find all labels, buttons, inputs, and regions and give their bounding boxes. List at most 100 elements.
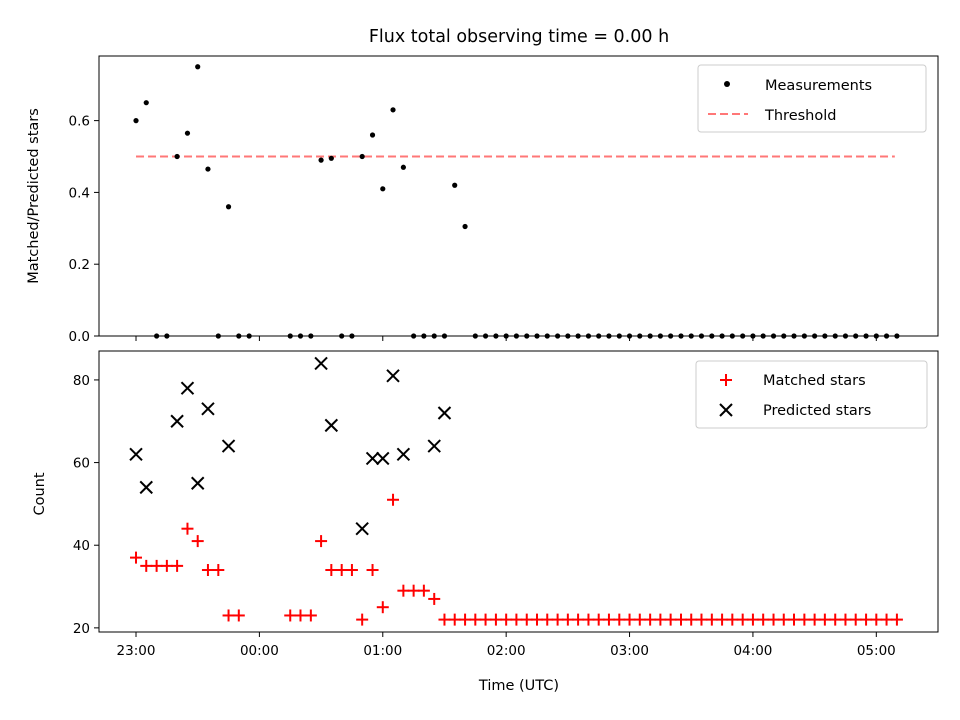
measurement-point: [493, 333, 499, 339]
bottom-legend-box: [695, 360, 928, 429]
matched-point: [191, 535, 204, 548]
matched-point: [808, 613, 821, 626]
top-legend: Measurements Threshold: [697, 64, 927, 133]
bottom-x-tick-label: 04:00: [733, 643, 772, 659]
bottom-legend: Matched stars Predicted stars: [695, 360, 928, 429]
matched-point: [376, 601, 389, 614]
measurement-point: [411, 333, 417, 339]
measurement-point: [328, 155, 334, 161]
top-y-ticks: 0.0 0.2 0.4 0.6: [69, 114, 99, 345]
matched-point: [294, 609, 307, 622]
measurement-point: [534, 333, 540, 339]
measurement-point: [555, 333, 561, 339]
measurement-point: [668, 333, 674, 339]
top-y-tick-label: 0.2: [69, 257, 90, 273]
measurement-point: [205, 166, 211, 172]
matched-point: [551, 613, 564, 626]
measurement-point: [225, 204, 232, 210]
measurement-point: [698, 333, 705, 339]
measurement-point: [195, 64, 201, 70]
matched-point: [746, 613, 759, 626]
predicted-point: [221, 439, 236, 453]
measurement-point: [863, 333, 869, 339]
measurement-point: [174, 153, 180, 160]
measurement-point: [596, 333, 602, 339]
matched-point: [222, 609, 235, 622]
bottom-x-tick-label: 02:00: [487, 643, 526, 659]
matched-point: [757, 613, 770, 626]
legend-measurements-marker: [724, 81, 730, 87]
matched-point: [500, 613, 513, 626]
matched-point: [777, 613, 790, 626]
bottom-x-tick-label: 23:00: [117, 643, 156, 659]
bottom-y-tick-label: 80: [73, 373, 90, 389]
measurement-point: [678, 333, 684, 339]
matched-point: [448, 613, 461, 626]
measurement-point: [215, 333, 221, 339]
measurement-point: [297, 333, 304, 339]
matched-point: [561, 613, 574, 626]
measurement-point: [236, 333, 242, 339]
measurement-point: [143, 100, 149, 106]
top-legend-box: [697, 64, 927, 133]
top-panel: 0.0 0.2 0.4 0.6 Matched/Predicted stars Mea…: [26, 55, 939, 345]
matched-point: [489, 613, 502, 626]
matched-point: [541, 613, 554, 626]
matched-point: [654, 613, 667, 626]
predicted-point: [427, 439, 441, 453]
matched-point: [664, 613, 677, 626]
matched-point: [212, 564, 225, 577]
matched-point: [633, 613, 646, 626]
measurement-point: [452, 182, 458, 188]
matched-point: [417, 584, 430, 597]
matched-point: [510, 613, 523, 626]
matched-point: [232, 609, 245, 622]
predicted-point: [386, 369, 400, 383]
predicted-point: [437, 406, 452, 420]
matched-point: [345, 564, 358, 577]
matched-point: [644, 613, 657, 626]
matched-point: [520, 613, 533, 626]
measurement-point: [400, 164, 406, 170]
matched-point: [469, 613, 482, 626]
measurement-point: [246, 333, 252, 339]
predicted-point: [314, 356, 328, 371]
measurement-point: [822, 333, 828, 339]
bottom-x-tick-label: 00:00: [240, 643, 279, 659]
matched-point: [315, 535, 328, 548]
matched-point: [397, 584, 410, 597]
matched-point: [150, 559, 163, 572]
measurement-point: [164, 333, 170, 339]
measurement-point: [719, 333, 725, 339]
matched-point: [335, 564, 348, 577]
matched-point: [181, 522, 194, 535]
measurement-point: [791, 333, 797, 339]
measurement-point: [812, 333, 818, 339]
bottom-y-tick-label: 40: [73, 538, 90, 554]
measurement-point: [832, 333, 838, 339]
matched-point: [428, 592, 441, 605]
measurement-point: [482, 333, 489, 339]
measurement-point: [647, 333, 653, 339]
matched-point: [304, 609, 317, 622]
measurement-point: [133, 118, 139, 124]
measurement-point: [637, 333, 643, 339]
bottom-x-tick-label: 05:00: [857, 643, 896, 659]
legend-predicted-label: Predicted stars: [763, 403, 871, 419]
matched-point: [685, 613, 698, 626]
measurement-point: [462, 223, 468, 230]
matched-point: [674, 613, 687, 626]
measurement-point: [657, 333, 663, 339]
bottom-y-tick-label: 60: [73, 456, 90, 472]
matched-point: [366, 564, 379, 577]
predicted-points: [129, 356, 452, 536]
legend-matched-marker: [720, 374, 732, 386]
measurement-point: [565, 333, 571, 339]
measurement-point: [842, 333, 849, 339]
top-y-tick-label: 0.4: [69, 185, 90, 201]
measurement-point: [740, 333, 746, 339]
measurement-points: [133, 64, 900, 339]
matched-point: [839, 613, 852, 626]
bottom-x-tick-label: 01:00: [363, 643, 402, 659]
measurement-point: [873, 333, 879, 339]
